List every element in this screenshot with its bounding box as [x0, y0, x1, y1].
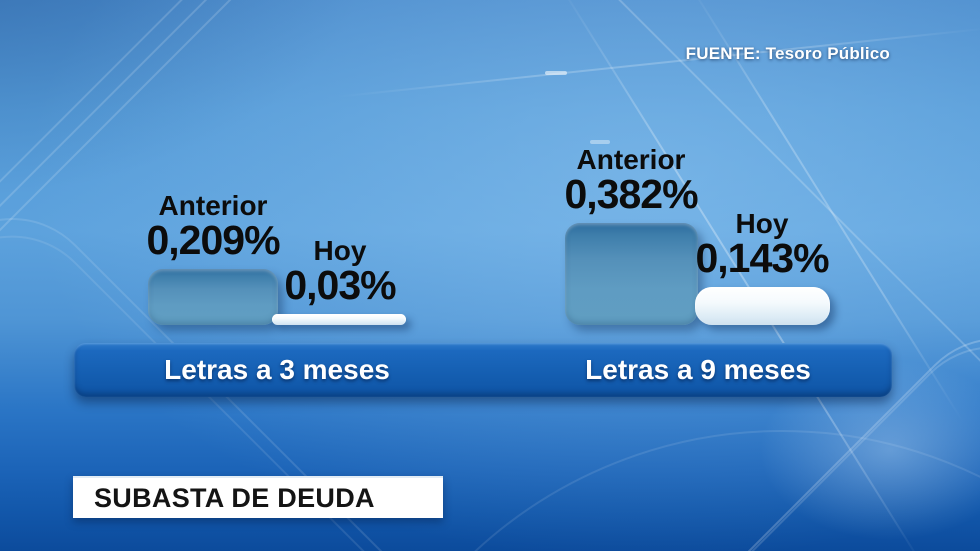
- bar-labels-anterior-3-meses: Anterior 0,209%: [146, 189, 280, 263]
- bar-labels-hoy-3-meses: Hoy 0,03%: [284, 234, 396, 308]
- decor-frame-bottomright-1: [556, 300, 980, 551]
- value-label: 0,143%: [695, 235, 829, 281]
- bar-hoy-3-meses: [272, 314, 406, 325]
- bar-anterior-3-meses: [148, 269, 278, 325]
- series-label: Anterior: [576, 143, 686, 175]
- series-label: Hoy: [735, 207, 789, 239]
- series-label: Anterior: [158, 189, 268, 221]
- category-label-3-meses: Letras a 3 meses: [164, 354, 390, 385]
- title-banner: SUBASTA DE DEUDA: [73, 476, 443, 518]
- category-axis-bar: Letras a 3 meses Letras a 9 meses: [74, 343, 892, 397]
- bar-labels-anterior-9-meses: Anterior 0,382%: [564, 143, 698, 217]
- category-label-9-meses: Letras a 9 meses: [585, 354, 811, 385]
- series-label: Hoy: [313, 234, 367, 266]
- value-label: 0,382%: [564, 171, 698, 217]
- decor-dash-1: [545, 71, 567, 75]
- bar-labels-hoy-9-meses: Hoy 0,143%: [695, 207, 829, 281]
- title-text: SUBASTA DE DEUDA: [94, 482, 375, 513]
- source-label: FUENTE: Tesoro Público: [685, 44, 890, 63]
- value-label: 0,03%: [284, 262, 396, 308]
- bar-hoy-9-meses: [695, 287, 830, 325]
- bar-anterior-9-meses: [565, 223, 698, 325]
- value-label: 0,209%: [146, 217, 280, 263]
